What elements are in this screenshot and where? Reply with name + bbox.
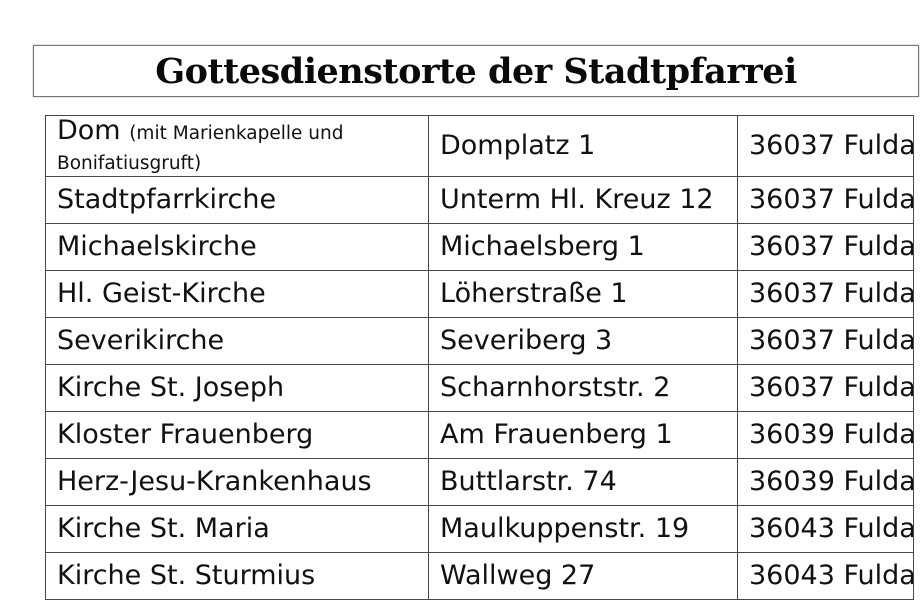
postal-city-cell: 36037 Fulda <box>737 270 914 319</box>
table-row: Herz-Jesu-Krankenhaus Buttlarstr. 74 360… <box>45 458 914 507</box>
postal-city-cell: 36037 Fulda <box>737 364 914 413</box>
address-cell: Buttlarstr. 74 <box>428 458 738 507</box>
church-name-cell: Kloster Frauenberg <box>45 411 429 460</box>
church-name-cell: Hl. Geist-Kirche <box>45 270 429 319</box>
address-cell: Scharnhorststr. 2 <box>428 364 738 413</box>
church-name-cell: Kirche St. Joseph <box>45 364 429 413</box>
church-name-cell: Severikirche <box>45 317 429 366</box>
worship-locations-table: Dom (mit Marienkapelle und Bonifatiusgru… <box>45 114 914 601</box>
address-cell: Wallweg 27 <box>428 552 738 601</box>
postal-city-cell: 36043 Fulda <box>737 505 914 554</box>
table-row: Severikirche Severiberg 3 36037 Fulda <box>45 317 914 366</box>
address-cell: Löherstraße 1 <box>428 270 738 319</box>
table-row: Dom (mit Marienkapelle und Bonifatiusgru… <box>45 114 914 178</box>
postal-city-cell: 36037 Fulda <box>737 317 914 366</box>
postal-city-cell: 36037 Fulda <box>737 223 914 272</box>
address-cell: Unterm Hl. Kreuz 12 <box>428 176 738 225</box>
postal-city-cell: 36039 Fulda <box>737 458 914 507</box>
address-cell: Maulkuppenstr. 19 <box>428 505 738 554</box>
title-box: Gottesdienstorte der Stadtpfarrei <box>33 45 919 97</box>
address-cell: Severiberg 3 <box>428 317 738 366</box>
church-name-cell: Stadtpfarrkirche <box>45 176 429 225</box>
address-cell: Am Frauenberg 1 <box>428 411 738 460</box>
church-name-cell: Kirche St. Sturmius <box>45 552 429 601</box>
postal-city-cell: 36037 Fulda <box>737 176 914 225</box>
postal-city-cell: 36043 Fulda <box>737 552 914 601</box>
church-name-cell: Dom (mit Marienkapelle und Bonifatiusgru… <box>45 114 429 178</box>
postal-city-cell: 36039 Fulda <box>737 411 914 460</box>
table-row: Kirche St. Sturmius Wallweg 27 36043 Ful… <box>45 552 914 601</box>
table-row: Hl. Geist-Kirche Löherstraße 1 36037 Ful… <box>45 270 914 319</box>
church-name-cell: Herz-Jesu-Krankenhaus <box>45 458 429 507</box>
table-row: Michaelskirche Michaelsberg 1 36037 Fuld… <box>45 223 914 272</box>
table-row: Kirche St. Maria Maulkuppenstr. 19 36043… <box>45 505 914 554</box>
church-name: Dom <box>57 115 121 146</box>
table-row: Stadtpfarrkirche Unterm Hl. Kreuz 12 360… <box>45 176 914 225</box>
table-row: Kirche St. Joseph Scharnhorststr. 2 3603… <box>45 364 914 413</box>
church-name-cell: Michaelskirche <box>45 223 429 272</box>
address-cell: Michaelsberg 1 <box>428 223 738 272</box>
table-row: Kloster Frauenberg Am Frauenberg 1 36039… <box>45 411 914 460</box>
church-name-wrap: Dom (mit Marienkapelle und Bonifatiusgru… <box>57 115 344 176</box>
address-cell: Domplatz 1 <box>428 114 738 178</box>
church-name-cell: Kirche St. Maria <box>45 505 429 554</box>
page-title: Gottesdienstorte der Stadtpfarrei <box>155 50 797 92</box>
church-name-note: (mit Marienkapelle und Bonifatiusgruft) <box>57 123 344 174</box>
postal-city-cell: 36037 Fulda <box>737 114 914 178</box>
